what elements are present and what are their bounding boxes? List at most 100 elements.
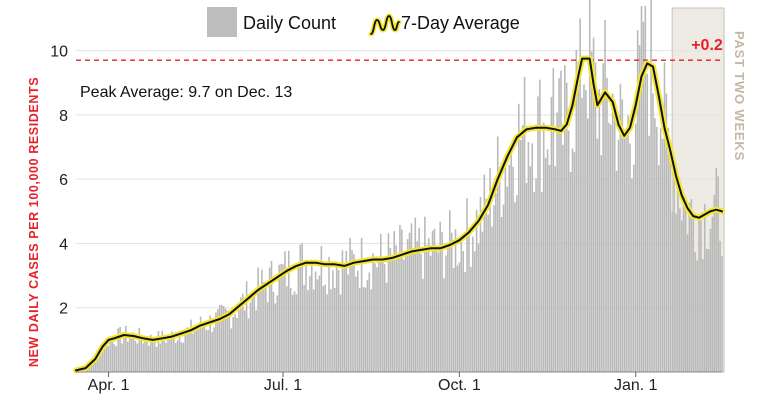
- daily-bar: [121, 343, 123, 372]
- daily-bar: [558, 78, 560, 373]
- daily-bar: [197, 327, 200, 372]
- daily-bar: [343, 268, 346, 372]
- daily-bar: [587, 118, 589, 373]
- daily-bar: [498, 167, 501, 372]
- daily-bar: [94, 360, 96, 372]
- daily-bar: [692, 216, 695, 372]
- daily-bar: [259, 290, 261, 372]
- daily-bar: [107, 346, 110, 372]
- daily-bar: [148, 345, 150, 372]
- legend-average-label: 7-Day Average: [401, 13, 520, 33]
- daily-bar: [470, 266, 472, 372]
- daily-bar: [220, 305, 223, 372]
- daily-bar: [590, 51, 593, 373]
- daily-bar: [326, 294, 328, 372]
- daily-bar: [249, 302, 252, 372]
- daily-bar: [506, 186, 509, 372]
- daily-bar: [581, 97, 583, 373]
- daily-bar: [403, 259, 405, 372]
- daily-bar: [631, 178, 633, 372]
- daily-bar: [266, 302, 269, 372]
- daily-bar: [172, 332, 175, 372]
- daily-count-bars: [75, 0, 723, 373]
- daily-bar: [588, 0, 591, 372]
- daily-bar: [508, 164, 511, 372]
- daily-bar: [218, 305, 221, 372]
- daily-bar: [378, 256, 380, 372]
- daily-bar: [128, 337, 131, 372]
- daily-bar: [537, 96, 539, 373]
- daily-bar: [679, 208, 681, 372]
- daily-bar: [412, 248, 415, 372]
- daily-bar: [472, 236, 474, 372]
- daily-bar: [491, 226, 493, 372]
- daily-bar: [358, 287, 361, 372]
- daily-bar: [642, 21, 645, 372]
- daily-bar: [567, 130, 570, 372]
- y-tick-label: 6: [59, 172, 68, 189]
- daily-bar: [634, 123, 637, 372]
- daily-bar: [105, 339, 108, 372]
- daily-bar: [255, 310, 257, 372]
- daily-bar: [347, 274, 349, 372]
- daily-bar: [531, 143, 534, 372]
- daily-bar: [414, 217, 417, 372]
- daily-bar: [552, 68, 555, 372]
- daily-bar: [232, 316, 234, 372]
- daily-bar: [310, 263, 313, 372]
- daily-bar: [115, 346, 118, 372]
- daily-bar: [314, 271, 317, 372]
- daily-bar: [274, 303, 277, 372]
- daily-bar: [663, 62, 666, 372]
- daily-bar: [656, 126, 658, 372]
- daily-bar: [383, 264, 386, 372]
- daily-bar: [117, 328, 119, 372]
- daily-bar: [366, 280, 369, 372]
- daily-bar: [102, 346, 104, 372]
- daily-bar: [268, 267, 271, 372]
- daily-bar: [174, 342, 177, 372]
- daily-bar: [564, 65, 566, 373]
- daily-bar: [113, 344, 116, 372]
- daily-bar: [719, 240, 721, 372]
- daily-bar: [151, 342, 154, 372]
- daily-bar: [167, 335, 169, 372]
- daily-bar: [661, 138, 664, 372]
- daily-bar: [126, 341, 129, 372]
- daily-bar: [594, 62, 597, 372]
- daily-bar: [293, 291, 296, 372]
- daily-bar: [688, 202, 691, 372]
- y-tick-label: 2: [59, 301, 68, 318]
- daily-bar: [199, 316, 202, 372]
- daily-bar: [228, 312, 231, 372]
- seven-day-average-line: [75, 57, 723, 372]
- daily-bar: [134, 340, 137, 372]
- daily-bar: [671, 212, 673, 372]
- daily-bar: [397, 258, 399, 372]
- daily-bar: [132, 332, 135, 372]
- daily-bar: [477, 243, 480, 372]
- daily-bar: [527, 141, 530, 372]
- daily-bar: [447, 248, 449, 372]
- daily-bar: [523, 76, 526, 373]
- daily-bar: [677, 184, 679, 372]
- daily-bar: [703, 203, 706, 372]
- daily-bar: [253, 295, 256, 372]
- daily-bar: [125, 325, 127, 372]
- daily-bar: [686, 234, 689, 372]
- daily-bar: [606, 77, 608, 372]
- daily-bar: [518, 103, 520, 372]
- daily-bar: [514, 202, 516, 372]
- daily-bar: [443, 278, 445, 372]
- daily-bar: [171, 331, 173, 372]
- daily-bar: [393, 231, 395, 372]
- daily-bar: [272, 291, 275, 372]
- daily-bar: [240, 297, 242, 372]
- daily-bar: [652, 93, 654, 373]
- daily-bar: [245, 281, 248, 372]
- daily-bar: [694, 252, 696, 372]
- daily-bar: [433, 228, 436, 372]
- daily-bar: [696, 260, 698, 372]
- daily-bar: [98, 351, 100, 372]
